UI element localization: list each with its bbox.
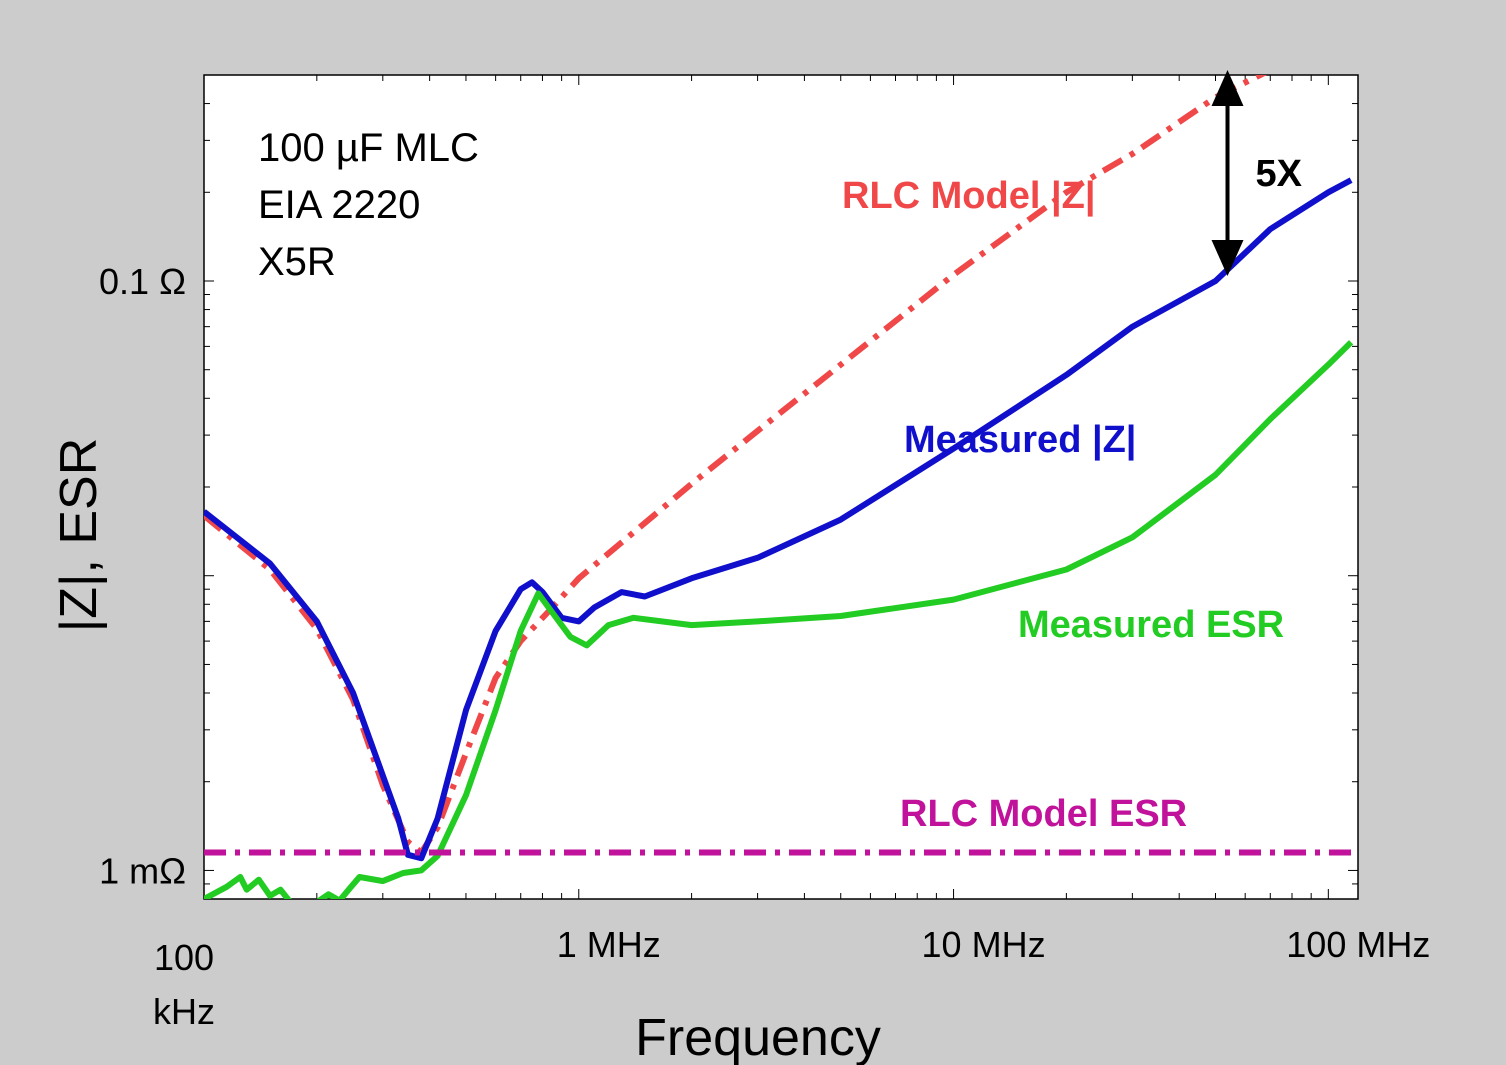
plot-area	[203, 74, 1359, 900]
minor-ticks	[203, 74, 1358, 900]
y-tick-labels: 0.1 Ω 1 mΩ	[99, 261, 186, 891]
label-measured-z: Measured |Z|	[904, 419, 1136, 461]
info-line: X5R	[258, 240, 336, 284]
x-tick-label: 100	[154, 937, 214, 978]
x-tick-labels: 100 kHz 1 MHz 10 MHz 100 MHz	[153, 924, 1430, 1032]
arrow-head-up-icon	[1211, 69, 1244, 106]
y-axis-title: |Z|, ESR	[50, 438, 108, 633]
y-tick-label: 0.1 Ω	[99, 261, 186, 302]
info-line: EIA 2220	[258, 183, 420, 227]
x-tick-label: 10 MHz	[922, 924, 1046, 965]
x-axis-title: Frequency	[635, 1009, 881, 1065]
x-tick-label: kHz	[153, 991, 215, 1032]
x-tick-label: 100 MHz	[1286, 924, 1430, 965]
label-rlc-model-z: RLC Model |Z|	[842, 175, 1095, 217]
ratio-annotation: 5X	[1211, 69, 1303, 276]
ratio-label: 5X	[1256, 153, 1303, 195]
info-box: 100 µF MLC EIA 2220 X5R	[258, 126, 479, 284]
info-line: 100 µF MLC	[258, 126, 479, 170]
x-tick-label: 1 MHz	[557, 924, 661, 965]
arrow-head-down-icon	[1211, 239, 1244, 276]
series-line-measured-esr	[316, 340, 1354, 899]
series-line-measured-z	[204, 177, 1353, 862]
label-measured-esr: Measured ESR	[1018, 604, 1284, 646]
y-tick-label: 1 mΩ	[99, 850, 186, 891]
series-layer	[204, 75, 1354, 899]
series-line-measured-esr	[204, 874, 292, 899]
label-rlc-model-esr: RLC Model ESR	[900, 793, 1187, 835]
